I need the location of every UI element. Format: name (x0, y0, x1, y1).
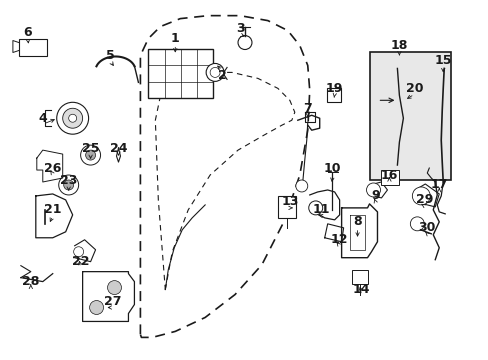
Text: 29: 29 (415, 193, 432, 206)
Text: 9: 9 (370, 189, 379, 202)
Text: 17: 17 (429, 179, 447, 192)
Text: 6: 6 (23, 26, 32, 39)
Circle shape (62, 108, 82, 128)
Text: 20: 20 (405, 82, 422, 95)
Text: 10: 10 (323, 162, 341, 175)
Text: 25: 25 (81, 141, 99, 155)
Text: 27: 27 (103, 295, 121, 308)
Text: 1: 1 (170, 32, 179, 45)
Text: 23: 23 (60, 174, 77, 186)
Circle shape (59, 175, 79, 195)
Text: 4: 4 (39, 112, 47, 125)
Circle shape (238, 36, 251, 50)
Text: 2: 2 (217, 69, 226, 82)
Text: 14: 14 (352, 283, 369, 296)
Text: 21: 21 (44, 203, 61, 216)
Bar (326, 88, 340, 102)
Circle shape (107, 280, 121, 294)
Circle shape (308, 201, 322, 215)
Bar (369, 53, 450, 180)
Circle shape (57, 102, 88, 134)
Bar (381, 170, 399, 185)
Polygon shape (36, 194, 73, 238)
Text: 28: 28 (22, 275, 40, 288)
Bar (19, 39, 47, 57)
Polygon shape (341, 204, 377, 258)
Circle shape (89, 301, 103, 315)
Text: 16: 16 (380, 168, 397, 181)
Text: 15: 15 (434, 54, 451, 67)
Text: 26: 26 (44, 162, 61, 175)
Bar (351, 270, 367, 284)
Text: 3: 3 (235, 22, 244, 35)
Circle shape (81, 145, 101, 165)
Text: 18: 18 (390, 39, 407, 52)
Text: 11: 11 (312, 203, 330, 216)
Bar (148, 49, 213, 98)
Circle shape (206, 63, 224, 81)
Text: 8: 8 (352, 215, 361, 228)
Text: 30: 30 (418, 221, 435, 234)
Text: 22: 22 (72, 255, 89, 268)
Text: 12: 12 (330, 233, 347, 246)
Polygon shape (82, 272, 134, 321)
Circle shape (68, 114, 77, 122)
Bar (277, 196, 295, 218)
Text: 24: 24 (109, 141, 127, 155)
Circle shape (74, 247, 83, 257)
Circle shape (366, 183, 380, 197)
Circle shape (210, 67, 220, 77)
Text: 7: 7 (303, 102, 311, 115)
Circle shape (63, 180, 74, 190)
Text: 13: 13 (281, 195, 298, 208)
Circle shape (411, 187, 429, 205)
Circle shape (295, 180, 307, 192)
Text: 19: 19 (325, 82, 343, 95)
Text: 5: 5 (106, 49, 115, 62)
Circle shape (85, 150, 95, 160)
Circle shape (409, 217, 424, 231)
